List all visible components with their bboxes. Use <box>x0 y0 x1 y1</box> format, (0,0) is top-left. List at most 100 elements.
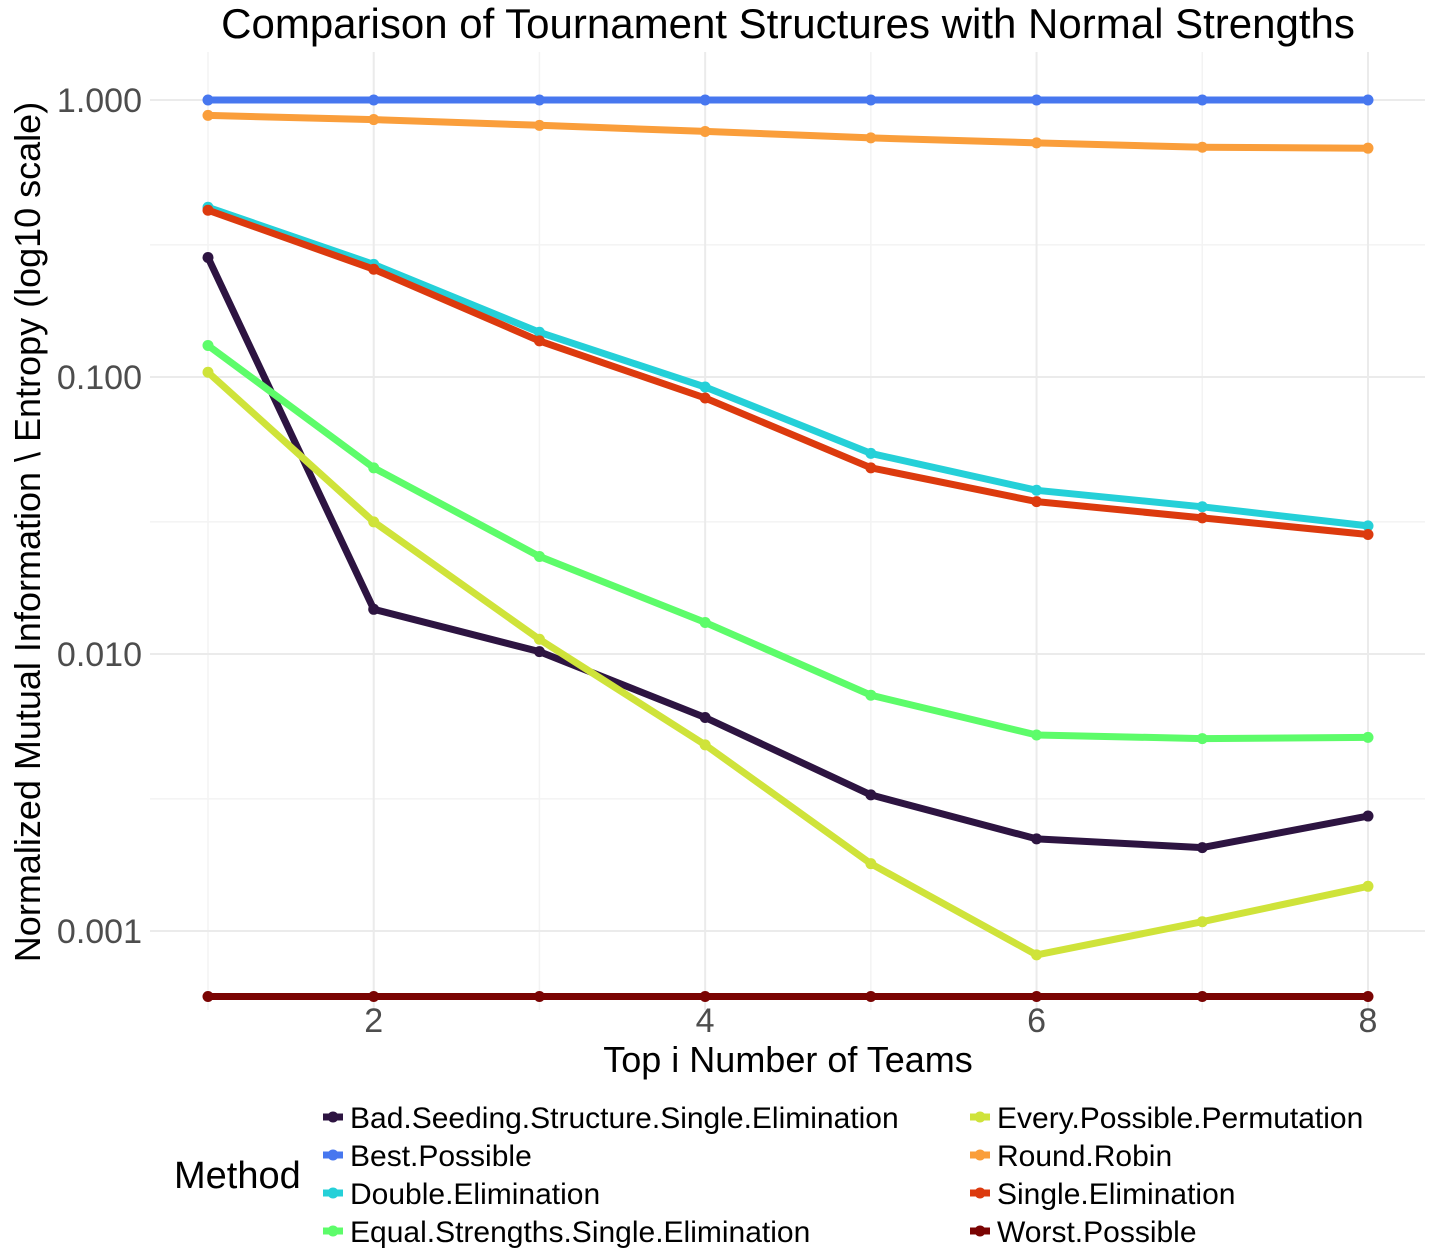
legend-label-4: Every.Possible.Permutation <box>997 1102 1363 1135</box>
series-Best.Possible <box>202 94 1374 106</box>
data-point-5-3 <box>699 125 711 137</box>
data-point-2-3 <box>699 381 711 393</box>
data-point-7-7 <box>1362 991 1374 1003</box>
legend-item-5: Round.Robin <box>970 1140 1172 1173</box>
data-point-6-6 <box>1196 512 1208 524</box>
data-point-4-0 <box>202 366 214 378</box>
legend-key-point-5 <box>974 1149 986 1161</box>
series-Worst.Possible <box>202 991 1374 1003</box>
x-tick-label-0: 2 <box>364 1002 383 1040</box>
data-point-7-1 <box>368 991 380 1003</box>
legend-label-7: Worst.Possible <box>997 1216 1197 1249</box>
legend-item-3: Equal.Strengths.Single.Elimination <box>323 1216 810 1249</box>
series-Equal.Strengths.Single.Elimination <box>202 339 1374 745</box>
series-line-6 <box>204 206 1372 538</box>
plot-area: 0.001 0.010 0.100 1.000 2 4 6 8 <box>57 52 1425 1040</box>
data-point-3-5 <box>1031 729 1043 741</box>
data-point-1-3 <box>699 94 711 106</box>
legend-key-point-6 <box>974 1187 986 1199</box>
y-tick-label-2: 0.100 <box>57 359 142 397</box>
data-point-6-4 <box>865 462 877 474</box>
data-point-0-0 <box>202 252 214 264</box>
data-point-3-7 <box>1362 731 1374 743</box>
data-point-6-0 <box>202 204 214 216</box>
data-point-6-7 <box>1362 529 1374 541</box>
legend-item-4: Every.Possible.Permutation <box>970 1102 1363 1135</box>
series-line-5 <box>204 111 1372 152</box>
legend-key-point-1 <box>327 1149 339 1161</box>
legend-key-point-7 <box>974 1225 986 1237</box>
legend-item-0: Bad.Seeding.Structure.Single.Elimination <box>323 1102 899 1135</box>
data-point-4-5 <box>1031 949 1043 961</box>
legend-key-point-3 <box>327 1225 339 1237</box>
data-point-1-2 <box>533 94 545 106</box>
y-tick-label-0: 0.001 <box>57 913 142 951</box>
data-point-1-6 <box>1196 94 1208 106</box>
chart-title: Comparison of Tournament Structures with… <box>221 0 1355 47</box>
series-Round.Robin <box>202 109 1374 154</box>
data-point-2-7 <box>1362 520 1374 532</box>
y-axis-title: Normalized Mutual Information \ Entropy … <box>7 102 48 962</box>
legend-key-point-0 <box>327 1111 339 1123</box>
data-point-5-5 <box>1031 137 1043 149</box>
legend-key-point-2 <box>327 1187 339 1199</box>
data-point-5-6 <box>1196 141 1208 153</box>
data-point-1-1 <box>368 94 380 106</box>
data-point-2-2 <box>533 326 545 338</box>
legend-item-1: Best.Possible <box>323 1140 532 1173</box>
series-Double.Elimination <box>202 201 1374 532</box>
data-point-2-5 <box>1031 484 1043 496</box>
data-point-7-4 <box>865 991 877 1003</box>
y-tick-label-3: 1.000 <box>57 82 142 120</box>
data-point-1-4 <box>865 94 877 106</box>
legend-label-6: Single.Elimination <box>997 1178 1235 1211</box>
legend-title: Method <box>174 1155 301 1197</box>
x-tick-label-1: 4 <box>696 1002 715 1040</box>
data-point-0-7 <box>1362 810 1374 822</box>
legend-item-6: Single.Elimination <box>970 1178 1235 1211</box>
data-point-0-3 <box>699 711 711 723</box>
legend-label-1: Best.Possible <box>350 1140 532 1173</box>
data-point-3-4 <box>865 689 877 701</box>
data-point-7-2 <box>533 991 545 1003</box>
data-point-0-1 <box>368 603 380 615</box>
data-point-0-4 <box>865 789 877 801</box>
data-point-7-3 <box>699 991 711 1003</box>
data-point-1-0 <box>202 94 214 106</box>
data-point-7-5 <box>1031 991 1043 1003</box>
x-tick-label-3: 8 <box>1359 1002 1378 1040</box>
data-point-4-6 <box>1196 916 1208 928</box>
legend-label-3: Equal.Strengths.Single.Elimination <box>350 1216 810 1249</box>
data-point-0-2 <box>533 646 545 658</box>
data-point-3-3 <box>699 616 711 628</box>
series-line-3 <box>204 341 1372 743</box>
data-point-4-3 <box>699 739 711 751</box>
data-point-4-2 <box>533 633 545 645</box>
series-line-2 <box>204 203 1372 530</box>
legend-item-2: Double.Elimination <box>323 1178 600 1211</box>
data-point-3-6 <box>1196 733 1208 745</box>
data-point-3-2 <box>533 550 545 562</box>
data-point-6-3 <box>699 392 711 404</box>
data-point-1-7 <box>1362 94 1374 106</box>
data-point-3-1 <box>368 462 380 474</box>
data-point-5-2 <box>533 119 545 131</box>
data-point-6-5 <box>1031 496 1043 508</box>
data-point-0-6 <box>1196 842 1208 854</box>
data-point-5-4 <box>865 132 877 144</box>
series-Every.Possible.Permutation <box>202 366 1374 961</box>
data-point-6-1 <box>368 263 380 275</box>
x-tick-label-2: 6 <box>1027 1002 1046 1040</box>
data-point-2-4 <box>865 447 877 459</box>
data-point-7-6 <box>1196 991 1208 1003</box>
data-point-6-2 <box>533 335 545 347</box>
data-point-5-0 <box>202 109 214 121</box>
data-point-3-0 <box>202 339 214 351</box>
series-line-0 <box>204 254 1372 852</box>
data-point-2-6 <box>1196 501 1208 513</box>
series-Bad.Seeding.Structure.Single.Elimination <box>202 252 1374 854</box>
data-point-4-7 <box>1362 880 1374 892</box>
data-point-5-1 <box>368 114 380 126</box>
legend-item-7: Worst.Possible <box>970 1216 1197 1249</box>
legend-label-0: Bad.Seeding.Structure.Single.Elimination <box>350 1102 899 1135</box>
